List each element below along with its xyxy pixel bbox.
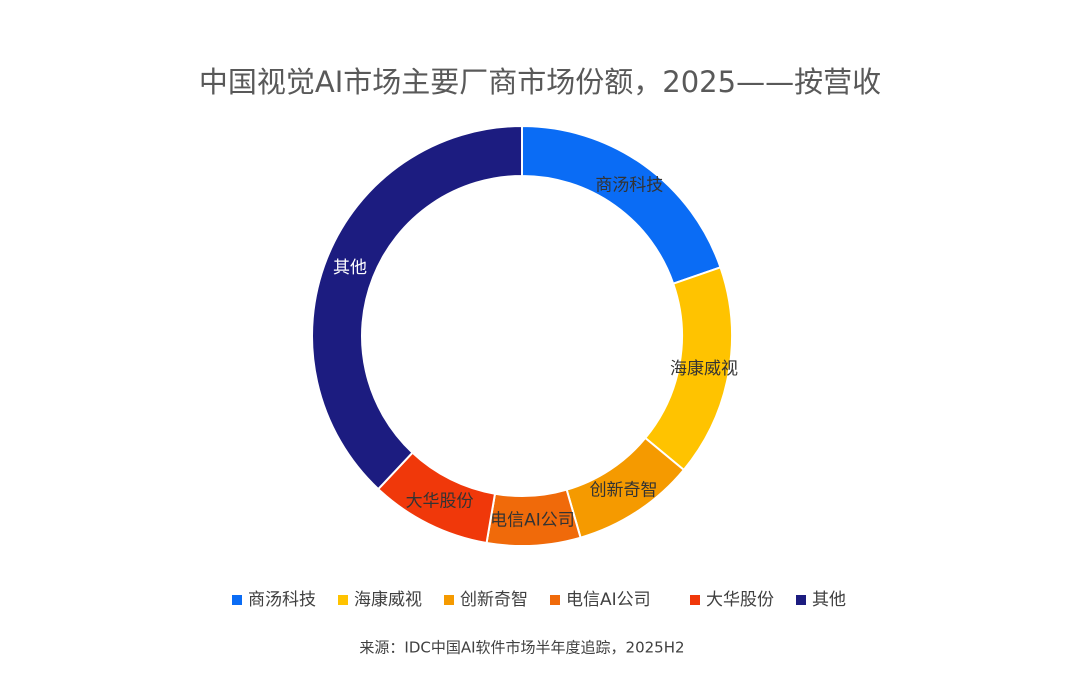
segment-label: 商汤科技 xyxy=(595,175,663,195)
segment-label: 创新奇智 xyxy=(590,481,658,501)
chart-title: 中国视觉AI市场主要厂商市场份额，2025——按营收 xyxy=(199,65,881,99)
segment-label: 海康威视 xyxy=(670,359,738,379)
legend-label: 海康威视 xyxy=(354,590,422,610)
segment-label: 大华股份 xyxy=(406,492,474,512)
segment-label: 其他 xyxy=(333,258,367,278)
legend-swatch xyxy=(690,595,700,605)
legend-label: 大华股份 xyxy=(706,590,774,610)
legend-swatch xyxy=(232,595,242,605)
donut-segment xyxy=(521,124,722,285)
legend-label: 创新奇智 xyxy=(460,590,528,610)
legend-label: 电信AI公司 xyxy=(566,590,651,610)
segment-label: 电信AI公司 xyxy=(490,511,575,531)
source-note: 来源：IDC中国AI软件市场半年度追踪，2025H2 xyxy=(359,639,684,657)
legend-swatch xyxy=(796,595,806,605)
legend-label: 其他 xyxy=(812,590,846,610)
legend-swatch xyxy=(444,595,454,605)
donut-segment xyxy=(311,124,523,491)
legend-swatch xyxy=(338,595,348,605)
legend-label: 商汤科技 xyxy=(248,590,316,610)
legend-swatch xyxy=(550,595,560,605)
